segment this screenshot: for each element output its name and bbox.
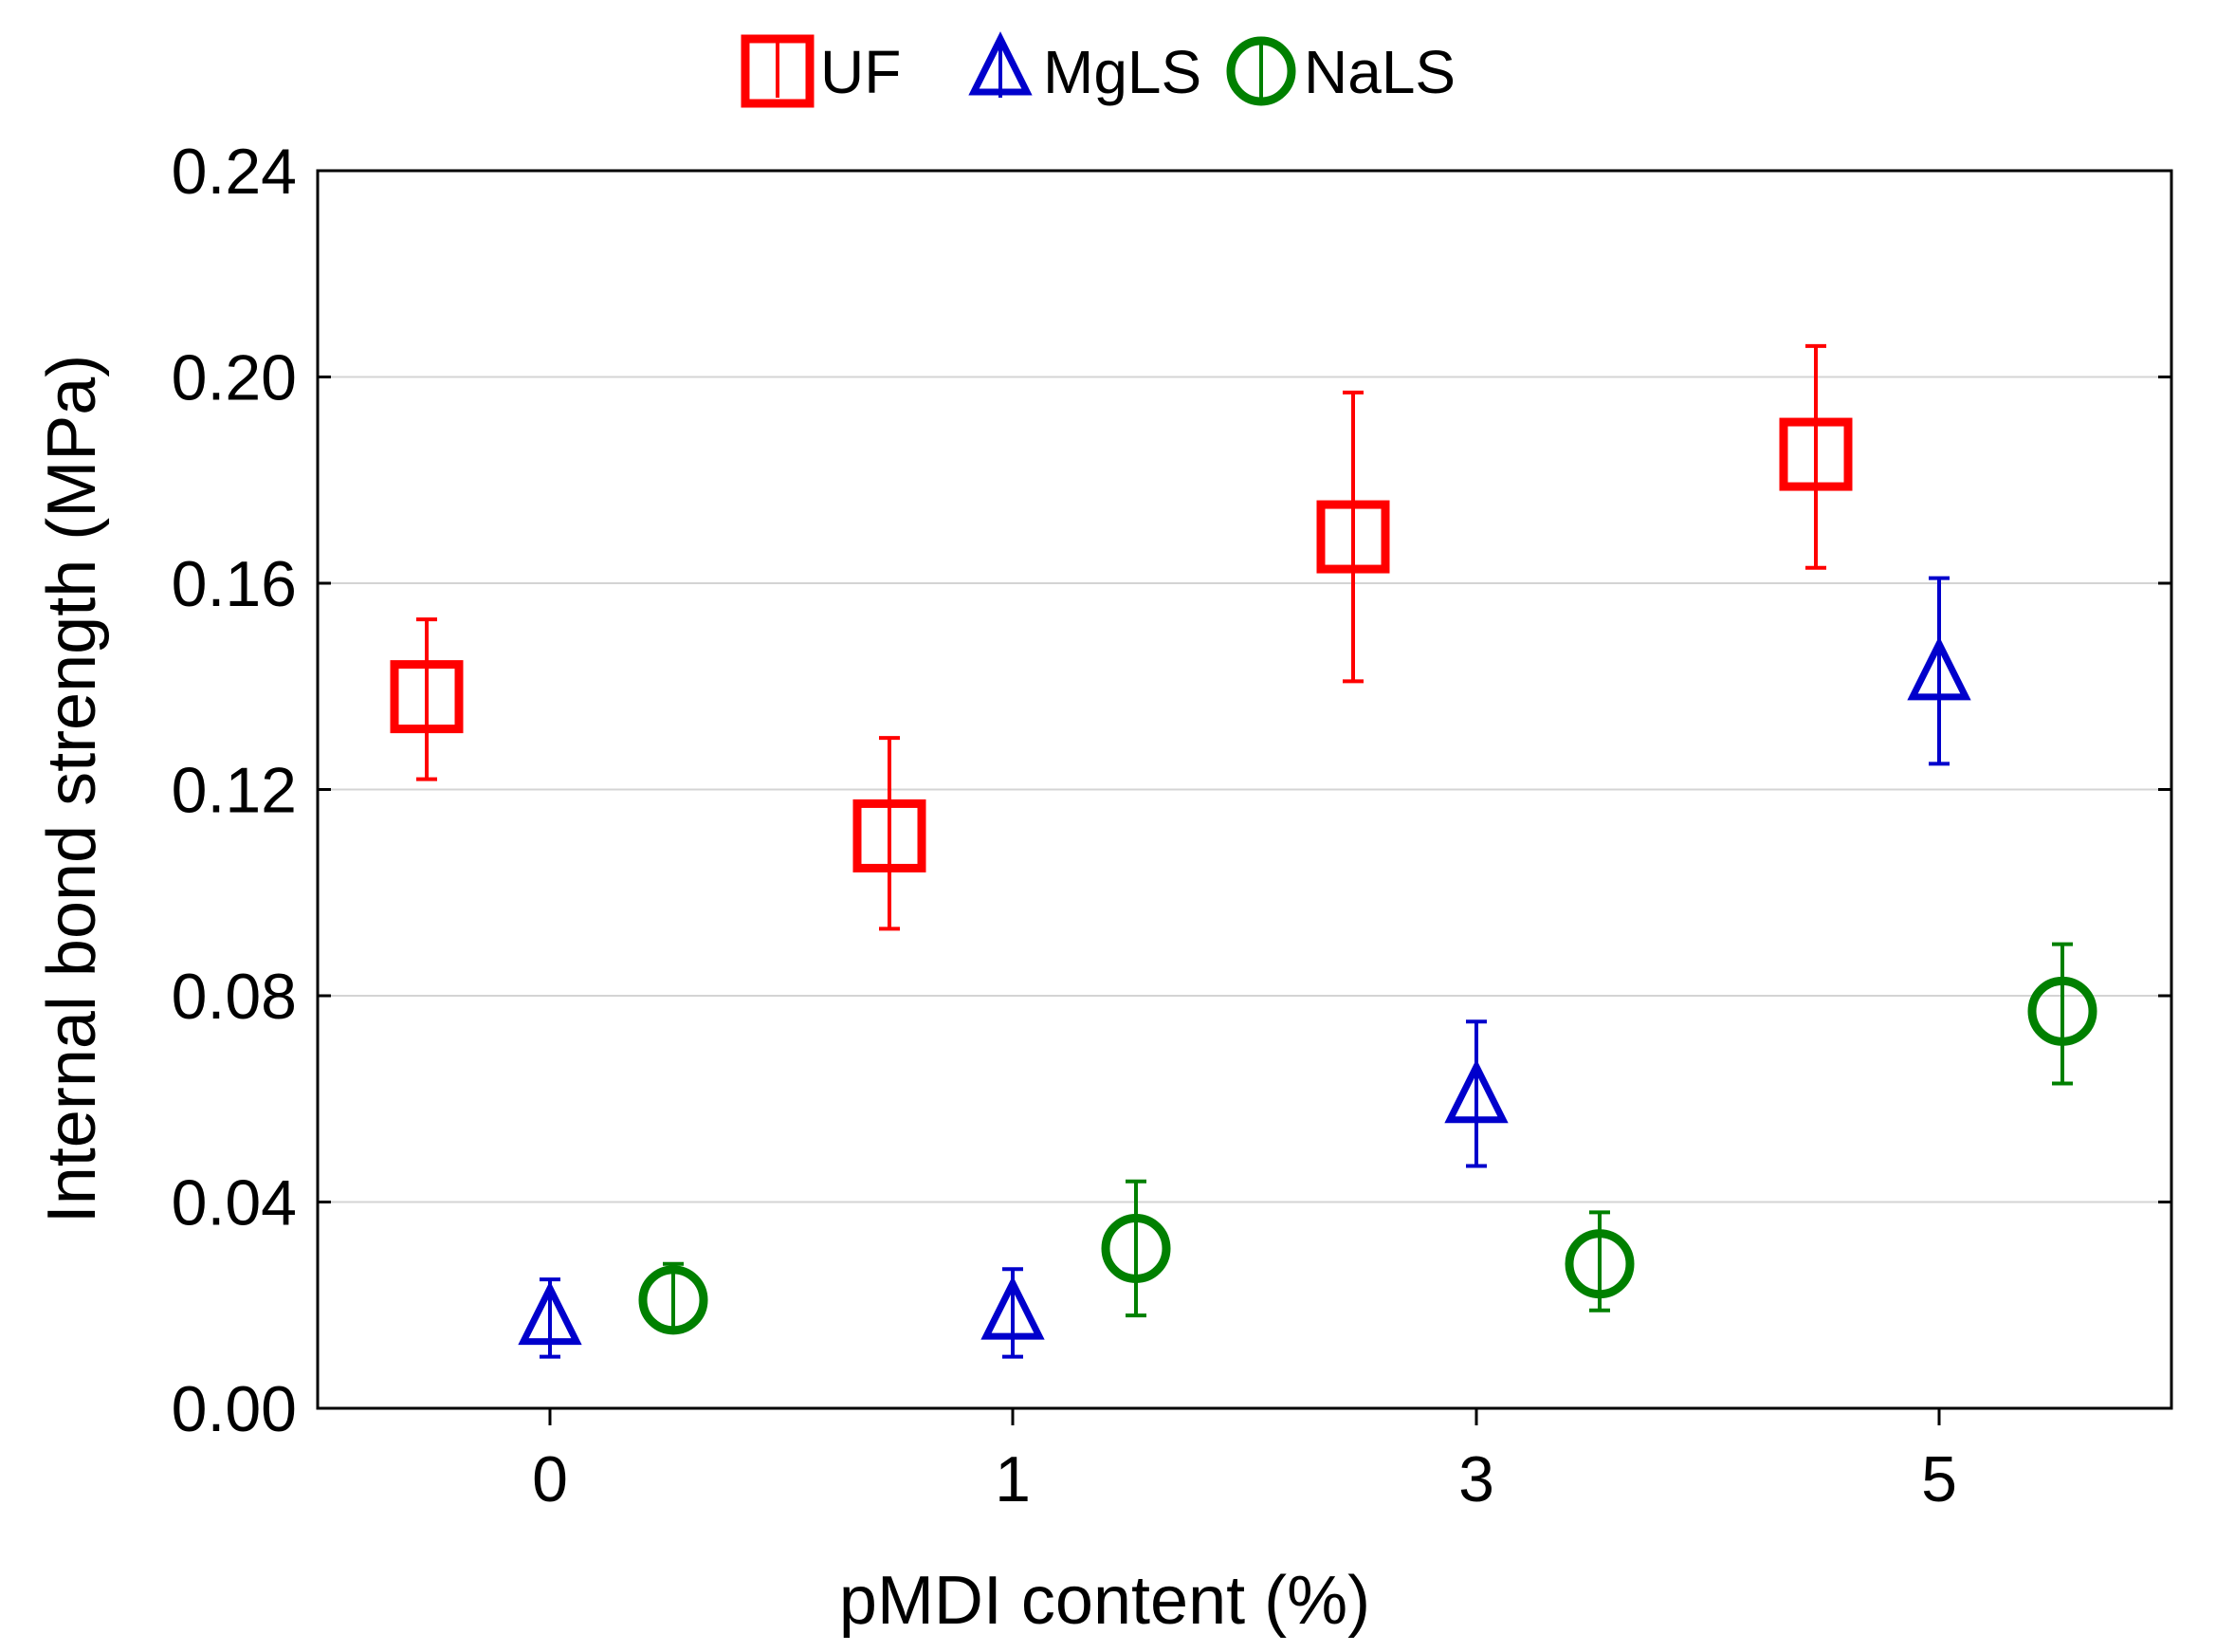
- point-nals: [638, 1265, 708, 1335]
- legend-marker-nals: [1226, 36, 1296, 106]
- legend-label-mgls: MgLS: [1043, 38, 1201, 106]
- y-tick-label: 0.04: [172, 1167, 297, 1239]
- series-uf: [390, 343, 1853, 931]
- legend-marker-uf: [741, 34, 815, 108]
- point-mgls: [980, 1276, 1045, 1340]
- point-mgls: [518, 1280, 582, 1346]
- y-axis: 0.00 0.04 0.08 0.12 0.16 0.20 0.24: [172, 136, 2171, 1445]
- legend-label-uf: UF: [820, 38, 901, 106]
- x-axis-title: pMDI content (%): [839, 1563, 1370, 1639]
- point-uf: [1779, 417, 1853, 491]
- y-tick-label: 0.00: [172, 1373, 297, 1445]
- legend-item-nals: NaLS: [1226, 36, 1456, 106]
- y-tick-label: 0.08: [172, 961, 297, 1033]
- x-axis: 0 1 3 5: [532, 1408, 1957, 1515]
- y-tick-label: 0.16: [172, 548, 297, 620]
- legend-label-nals: NaLS: [1304, 38, 1456, 106]
- series-mgls: [518, 576, 1971, 1359]
- y-tick-label: 0.20: [172, 342, 297, 414]
- x-tick-label: 1: [995, 1443, 1031, 1515]
- point-nals: [2027, 976, 2097, 1046]
- point-mgls: [1907, 636, 1971, 701]
- point-uf: [852, 798, 926, 872]
- point-uf: [1316, 500, 1390, 574]
- data-marks: [390, 343, 2097, 1359]
- series-nals: [638, 942, 2097, 1335]
- x-tick-label: 5: [1921, 1443, 1957, 1515]
- y-axis-title: Internal bond strength (MPa): [34, 355, 110, 1224]
- point-mgls: [1444, 1058, 1509, 1124]
- y-tick-label: 0.24: [172, 136, 297, 208]
- y-tick-label: 0.12: [172, 755, 297, 827]
- point-nals: [1101, 1213, 1171, 1283]
- point-uf: [390, 660, 464, 734]
- x-tick-label: 3: [1458, 1443, 1494, 1515]
- gridlines: [318, 376, 2171, 1203]
- legend-item-uf: UF: [741, 34, 901, 108]
- x-tick-label: 0: [532, 1443, 568, 1515]
- legend-item-mgls: MgLS: [968, 31, 1201, 106]
- legend: UF MgLS NaLS: [741, 31, 1456, 108]
- point-nals: [1565, 1229, 1635, 1299]
